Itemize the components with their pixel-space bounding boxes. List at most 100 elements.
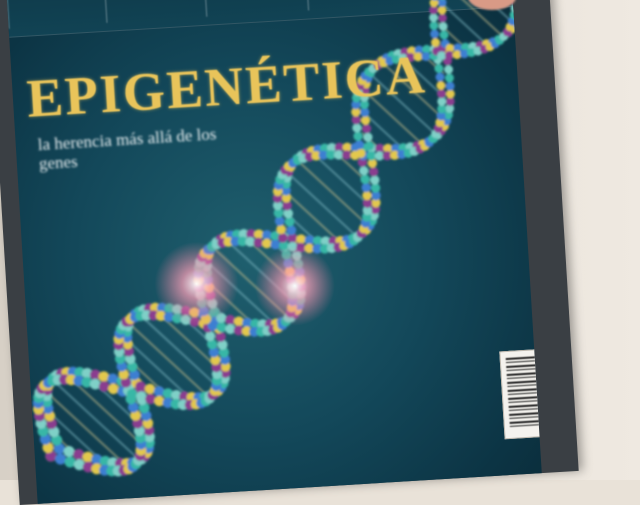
dna-bead	[128, 401, 139, 413]
dna-bead	[414, 45, 424, 55]
dna-bead	[171, 389, 182, 401]
dna-bead	[361, 182, 371, 193]
dna-bead	[73, 448, 85, 460]
dna-bead	[246, 229, 257, 239]
dna-bead	[272, 193, 283, 203]
dna-bead	[249, 326, 260, 337]
dna-bead	[383, 143, 393, 154]
base-pair-rung	[285, 170, 359, 239]
holding-finger	[468, 0, 516, 10]
dna-bead	[437, 5, 447, 15]
dna-bead	[437, 51, 447, 61]
dna-bead	[208, 347, 220, 358]
dna-bead	[130, 410, 141, 421]
dna-bead	[351, 107, 361, 117]
dna-bead	[64, 456, 76, 468]
base-pair-rung	[451, 0, 515, 25]
base-pair-rung	[368, 71, 438, 136]
dna-bead	[154, 395, 165, 407]
light-glow	[154, 241, 239, 326]
dna-bead	[42, 442, 54, 454]
base-pair-rung	[360, 87, 425, 147]
dna-bead	[360, 115, 371, 125]
dna-bead	[333, 150, 344, 160]
dna-bead	[444, 50, 454, 60]
dna-bead	[45, 450, 57, 462]
dna-bead	[245, 236, 256, 247]
dna-bead	[370, 183, 381, 193]
dna-bead	[281, 193, 292, 203]
dna-bead	[361, 124, 372, 134]
dna-bead	[342, 150, 352, 160]
dna-bead	[311, 151, 321, 161]
dna-bead	[363, 132, 373, 142]
dna-bead	[354, 140, 364, 150]
dna-bead	[296, 234, 306, 245]
base-pair-rung	[138, 313, 220, 389]
dna-bead	[253, 237, 264, 248]
dna-bead	[368, 167, 379, 177]
dna-bead	[351, 115, 361, 125]
dna-bead	[375, 143, 385, 153]
dna-bead	[287, 233, 298, 243]
base-pair-rung	[441, 0, 505, 38]
dna-bead	[390, 150, 400, 160]
dna-bead	[430, 29, 440, 39]
dna-bead	[445, 81, 455, 91]
dna-bead	[51, 434, 63, 446]
dna-bead	[126, 388, 138, 400]
dna-bead	[514, 14, 523, 24]
dna-bead	[445, 103, 455, 113]
dna-bead	[398, 53, 408, 63]
dna-bead	[326, 150, 336, 160]
dna-bead	[138, 402, 150, 414]
dna-bead	[437, 89, 447, 99]
dna-bead	[518, 3, 527, 12]
dna-bead	[273, 208, 284, 218]
dna-bead	[319, 243, 330, 254]
base-pair-rung	[51, 378, 141, 462]
dna-bead	[438, 13, 447, 23]
dna-bead	[391, 143, 401, 153]
dna-bead	[519, 0, 528, 6]
dna-bead	[250, 318, 261, 329]
dna-bead	[320, 236, 331, 247]
dna-bead	[359, 166, 369, 176]
dna-bead	[312, 235, 323, 246]
dna-bead	[233, 316, 244, 327]
dna-bead	[371, 190, 381, 201]
dna-bead	[467, 48, 476, 58]
dna-bead	[108, 383, 119, 395]
dna-bead	[148, 310, 159, 321]
dna-bead	[207, 339, 218, 350]
dna-bead	[89, 378, 101, 390]
dna-bead	[352, 123, 362, 133]
dna-bead	[242, 317, 253, 328]
dna-bead	[210, 354, 221, 366]
dna-helix-icon	[32, 0, 528, 477]
dna-bead	[270, 239, 281, 250]
dna-bead	[422, 44, 432, 54]
dna-bead	[162, 397, 174, 409]
dna-bead	[437, 0, 447, 7]
dna-bead	[421, 51, 431, 61]
dna-bead	[155, 310, 167, 322]
dna-bead	[225, 314, 236, 326]
dna-bead	[281, 185, 291, 196]
dna-bead	[327, 142, 337, 153]
dna-bead	[445, 89, 455, 99]
dna-bead	[429, 5, 438, 15]
dna-bead	[217, 339, 228, 350]
dna-bead	[444, 65, 454, 75]
dna-bead	[445, 43, 455, 53]
dna-bead	[162, 388, 174, 399]
dna-bead	[144, 383, 156, 395]
magazine: EPIGENÉTICA la herencia más allá de los …	[0, 0, 579, 505]
dna-bead	[135, 381, 146, 392]
dna-bead	[286, 225, 297, 236]
dna-bead	[436, 81, 446, 90]
dna-bead	[360, 174, 370, 184]
dna-bead	[359, 99, 369, 110]
dna-bead	[342, 142, 352, 153]
dna-bead	[262, 230, 272, 240]
